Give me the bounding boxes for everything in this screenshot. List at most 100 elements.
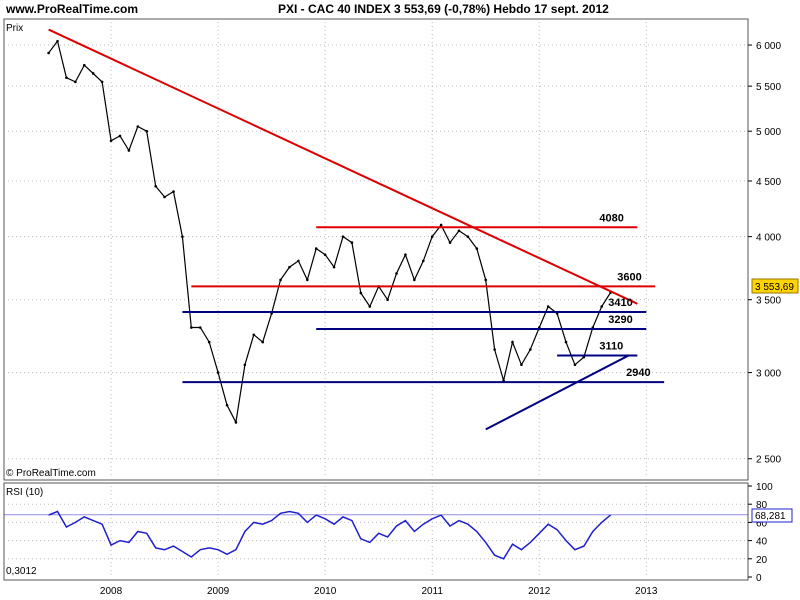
price-point bbox=[564, 340, 568, 344]
time-axis: 2008 2009 2010 2011 2012 2013 bbox=[100, 586, 658, 597]
level-label-3290: 3290 bbox=[608, 314, 632, 326]
price-tick-label: 4 500 bbox=[756, 177, 781, 188]
price-line bbox=[48, 39, 612, 425]
price-point bbox=[82, 63, 86, 67]
price-point bbox=[368, 305, 372, 308]
level-label-3600: 3600 bbox=[617, 271, 641, 283]
price-point bbox=[216, 371, 220, 374]
level-label-2940: 2940 bbox=[626, 367, 650, 379]
price-point bbox=[573, 363, 577, 367]
price-point bbox=[190, 326, 193, 329]
time-tick-label: 2009 bbox=[207, 586, 230, 597]
price-tick-label: 3 000 bbox=[756, 369, 781, 380]
price-point bbox=[511, 340, 514, 344]
trendline-red bbox=[48, 28, 638, 305]
level-lines: 4080 3600 3410 3290 3110 2940 bbox=[48, 28, 665, 431]
price-point bbox=[288, 265, 291, 269]
price-point bbox=[56, 39, 59, 43]
price-point bbox=[600, 305, 603, 308]
price-point bbox=[252, 333, 256, 337]
time-tick-label: 2008 bbox=[100, 586, 123, 597]
rsi-tick-label: 100 bbox=[756, 482, 773, 493]
price-point bbox=[359, 291, 363, 295]
copyright-text: © ProRealTime.com bbox=[6, 468, 96, 479]
price-tick-label: 5 500 bbox=[756, 82, 781, 93]
price-point bbox=[118, 134, 122, 138]
price-point bbox=[323, 253, 327, 256]
price-point bbox=[484, 278, 488, 282]
price-tick-label: 6 000 bbox=[756, 41, 781, 52]
chart-header: www.ProRealTime.com PXI - CAC 40 INDEX 3… bbox=[0, 0, 800, 18]
price-point bbox=[421, 259, 425, 263]
price-point bbox=[341, 235, 345, 238]
level-label-4080: 4080 bbox=[599, 212, 623, 224]
price-tick-label: 4 000 bbox=[756, 233, 781, 244]
price-point bbox=[520, 363, 523, 367]
price-point bbox=[163, 195, 166, 199]
price-point bbox=[207, 340, 211, 344]
price-tick-label: 5 000 bbox=[756, 127, 781, 138]
price-point bbox=[91, 72, 95, 75]
price-panel bbox=[3, 18, 749, 481]
price-point bbox=[234, 421, 238, 424]
price-point bbox=[225, 403, 229, 407]
last-price-badge bbox=[751, 278, 799, 294]
price-point bbox=[198, 326, 202, 329]
rsi-line bbox=[48, 510, 612, 560]
rsi-last-label: 68,281 bbox=[755, 511, 786, 522]
rsi-panel bbox=[3, 482, 749, 581]
rsi-tick-label: 0 bbox=[756, 573, 762, 584]
rsi-series bbox=[4, 510, 748, 560]
time-tick-label: 2010 bbox=[314, 586, 337, 597]
price-point bbox=[314, 247, 318, 250]
price-point bbox=[136, 125, 140, 128]
price-point bbox=[404, 253, 407, 256]
rsi-last-badge bbox=[751, 508, 793, 523]
price-point bbox=[74, 80, 77, 84]
rsi-panel-label: RSI (10) bbox=[6, 487, 43, 498]
rsi-tick-label: 40 bbox=[756, 537, 768, 548]
price-point bbox=[457, 229, 461, 233]
price-panel-label: Prix bbox=[6, 23, 23, 34]
price-point bbox=[181, 235, 184, 238]
rsi-axis: 100 80 60 40 20 0 bbox=[748, 482, 773, 584]
rsi-tick-label: 20 bbox=[756, 555, 768, 566]
price-point bbox=[439, 223, 443, 227]
rsi-min-label: 0,3012 bbox=[6, 566, 37, 577]
price-point bbox=[47, 51, 50, 55]
time-tick-label: 2013 bbox=[635, 586, 658, 597]
price-tick-label: 3 500 bbox=[756, 296, 781, 307]
price-point bbox=[261, 340, 265, 344]
site-name: www.ProRealTime.com bbox=[6, 2, 139, 16]
price-point bbox=[243, 363, 247, 367]
price-point bbox=[65, 76, 68, 79]
price-point bbox=[109, 139, 113, 143]
price-point bbox=[546, 305, 550, 308]
price-point bbox=[154, 184, 157, 188]
price-point bbox=[332, 265, 336, 269]
price-tick-label: 2 500 bbox=[756, 455, 781, 466]
price-point bbox=[279, 278, 282, 282]
price-axis: 6 000 5 500 5 000 4 500 4 000 3 500 3 000 2 500 bbox=[748, 41, 781, 466]
price-point bbox=[466, 235, 470, 238]
trendline-blue bbox=[485, 354, 629, 431]
price-point bbox=[475, 247, 479, 250]
chart-title: PXI - CAC 40 INDEX 3 553,69 (-0,78%) Heb… bbox=[278, 2, 609, 16]
price-point bbox=[350, 241, 354, 244]
level-label-3110: 3110 bbox=[599, 341, 623, 353]
rsi-tick-label: 60 bbox=[756, 518, 768, 529]
grid bbox=[4, 22, 748, 577]
rsi-tick-label: 80 bbox=[756, 500, 768, 511]
price-point bbox=[529, 348, 532, 351]
price-point bbox=[306, 278, 309, 282]
price-point bbox=[413, 278, 416, 282]
level-label-3410: 3410 bbox=[608, 297, 632, 309]
price-point bbox=[386, 298, 389, 302]
price-point bbox=[493, 348, 496, 351]
price-point bbox=[395, 272, 398, 275]
price-point bbox=[172, 190, 175, 193]
price-point bbox=[297, 259, 300, 263]
price-point bbox=[145, 129, 149, 133]
price-point bbox=[100, 80, 104, 84]
